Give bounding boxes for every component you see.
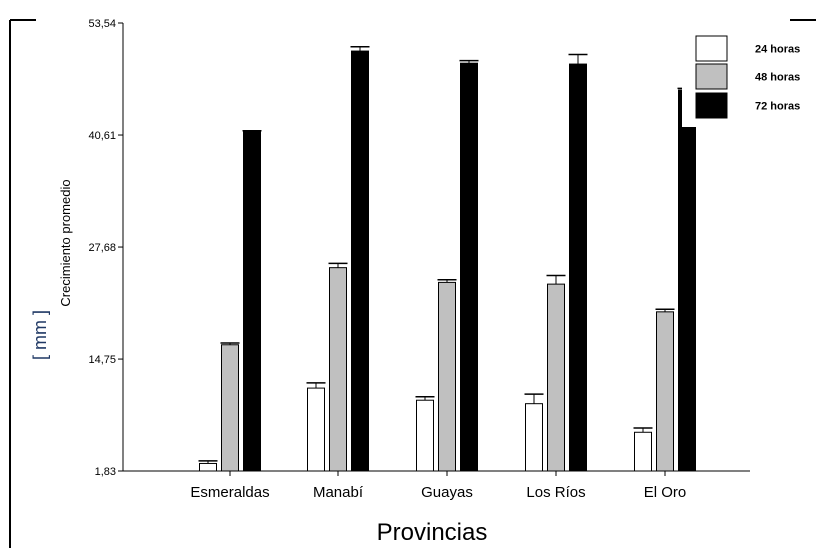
bar-24-horas-Manabí xyxy=(307,387,325,472)
y-tick-label: 1,83 xyxy=(95,466,116,478)
legend-swatch-48-horas xyxy=(695,63,728,90)
bar-48-horas-Los-Ríos xyxy=(547,283,565,472)
bar-48-horas-Guayas xyxy=(438,281,456,472)
legend: 24 horas 48 horas 72 horas xyxy=(682,32,810,127)
bar-72-horas-El-Oro xyxy=(678,89,696,472)
x-tick-label: Esmeraldas xyxy=(190,484,269,501)
y-axis-label: Crecimiento promedio xyxy=(58,179,73,306)
y-tick-label: 40,61 xyxy=(88,130,116,142)
x-axis-label: Provincias xyxy=(377,519,488,546)
bar-72-horas-Guayas xyxy=(460,62,478,472)
y-tick-label: 53,54 xyxy=(88,18,116,30)
y-tick-label: 14,75 xyxy=(88,354,116,366)
bar-24-horas-Esmeraldas xyxy=(199,462,217,472)
bar-72-horas-Los-Ríos xyxy=(569,63,587,472)
bar-24-horas-El-Oro xyxy=(634,431,652,472)
legend-swatch-24-horas xyxy=(695,35,728,62)
bar-48-horas-Manabí xyxy=(329,267,347,472)
legend-swatch-72-horas xyxy=(695,92,728,119)
x-tick-label: Los Ríos xyxy=(526,484,585,501)
bar-48-horas-El-Oro xyxy=(656,311,674,472)
x-tick-label: Manabí xyxy=(313,484,364,501)
legend-label: 24 horas xyxy=(755,44,800,56)
x-tick-label: Guayas xyxy=(421,484,473,501)
bar-24-horas-Los-Ríos xyxy=(525,403,543,472)
legend-label: 72 horas xyxy=(755,101,800,113)
legend-label: 48 horas xyxy=(755,72,800,84)
bar-72-horas-Esmeraldas xyxy=(243,131,261,472)
bar-72-horas-Manabí xyxy=(351,50,369,472)
bar-24-horas-Guayas xyxy=(416,399,434,472)
x-tick-label: El Oro xyxy=(644,484,687,501)
y-axis-unit: [ mm ] xyxy=(30,310,50,360)
y-tick-label: 27,68 xyxy=(88,242,116,254)
bar-48-horas-Esmeraldas xyxy=(221,344,239,472)
